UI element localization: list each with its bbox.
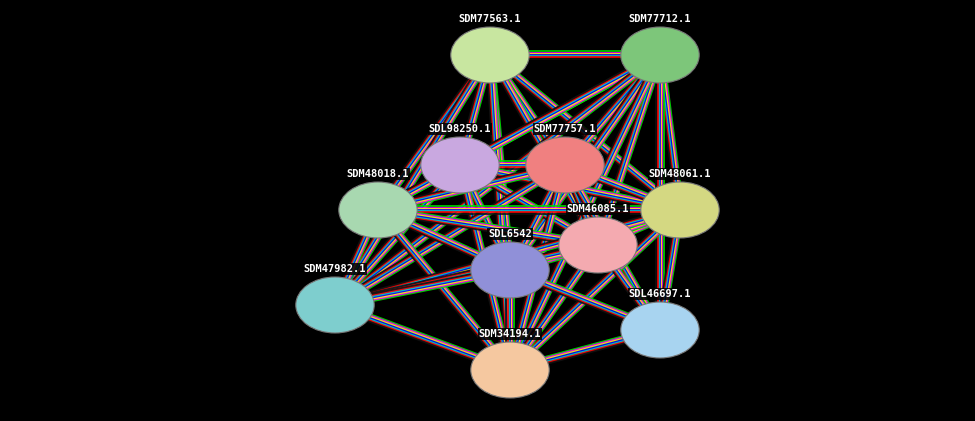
Ellipse shape	[621, 27, 699, 83]
Text: SDM48018.1: SDM48018.1	[347, 169, 409, 179]
Ellipse shape	[421, 137, 499, 193]
Ellipse shape	[471, 242, 549, 298]
Ellipse shape	[559, 217, 638, 273]
Text: SDM77563.1: SDM77563.1	[459, 14, 522, 24]
Ellipse shape	[338, 182, 417, 238]
Text: SDM47982.1: SDM47982.1	[304, 264, 367, 274]
Text: SDL6542: SDL6542	[488, 229, 532, 239]
Ellipse shape	[295, 277, 374, 333]
Text: SDM77757.1: SDM77757.1	[533, 124, 597, 134]
Text: SDM46085.1: SDM46085.1	[566, 204, 629, 214]
Text: SDL98250.1: SDL98250.1	[429, 124, 491, 134]
Ellipse shape	[621, 302, 699, 358]
Text: SDM77712.1: SDM77712.1	[629, 14, 691, 24]
Ellipse shape	[471, 342, 549, 398]
Ellipse shape	[641, 182, 720, 238]
Text: SDL46697.1: SDL46697.1	[629, 289, 691, 299]
Ellipse shape	[450, 27, 529, 83]
Ellipse shape	[526, 137, 604, 193]
Text: SDM48061.1: SDM48061.1	[648, 169, 711, 179]
Text: SDM34194.1: SDM34194.1	[479, 329, 541, 339]
